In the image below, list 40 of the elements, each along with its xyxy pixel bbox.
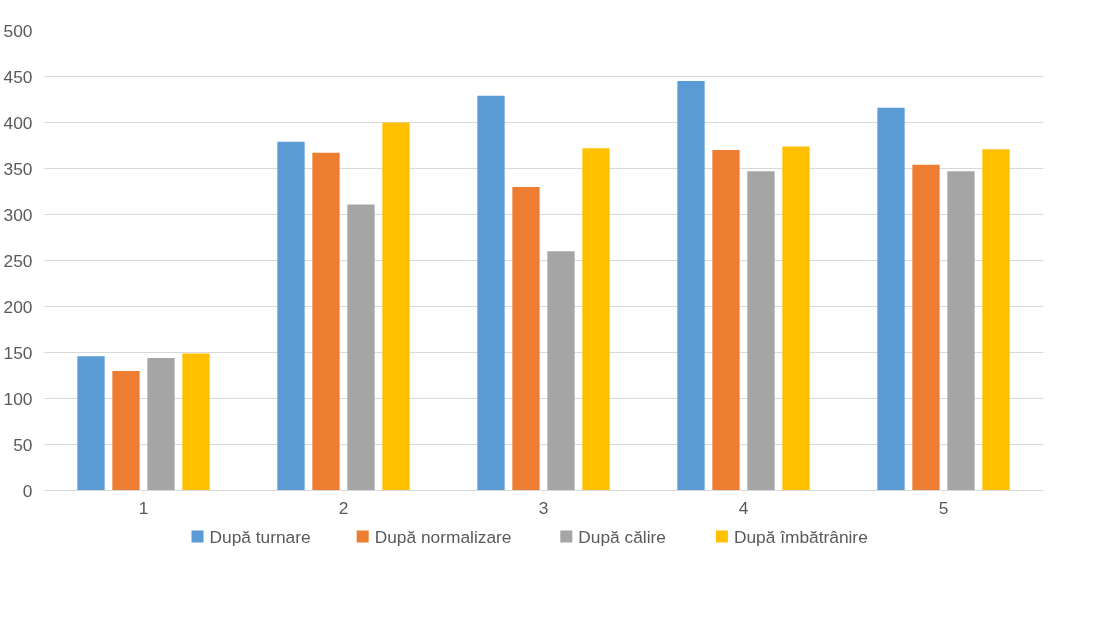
bar bbox=[147, 358, 175, 491]
bar bbox=[712, 150, 740, 491]
legend-label: După normalizare bbox=[374, 526, 512, 547]
bar bbox=[782, 146, 810, 491]
legend-label: După îmbătrânire bbox=[733, 526, 868, 547]
bar bbox=[347, 204, 375, 491]
y-tick-label: 350 bbox=[3, 158, 33, 179]
bar bbox=[547, 251, 575, 491]
y-tick-label: 150 bbox=[3, 342, 33, 363]
bar bbox=[582, 148, 610, 491]
bar bbox=[112, 370, 140, 491]
bar bbox=[947, 171, 975, 491]
bar bbox=[677, 81, 705, 491]
y-tick-label: 100 bbox=[3, 388, 33, 409]
bar bbox=[982, 149, 1010, 491]
y-tick-label: 200 bbox=[3, 296, 33, 317]
bar bbox=[477, 95, 505, 491]
x-tick-label: 3 bbox=[538, 497, 549, 518]
y-tick-label: 250 bbox=[3, 250, 33, 271]
legend-label: După turnare bbox=[209, 526, 311, 547]
bar bbox=[512, 186, 540, 491]
bar bbox=[382, 122, 410, 491]
y-tick-label: 50 bbox=[13, 434, 33, 455]
x-tick-label: 1 bbox=[138, 497, 149, 518]
bar bbox=[77, 356, 105, 491]
y-tick-label: 0 bbox=[22, 480, 33, 501]
x-tick-label: 2 bbox=[338, 497, 349, 518]
bar bbox=[877, 107, 905, 491]
bar bbox=[747, 171, 775, 491]
y-tick-label: 300 bbox=[3, 204, 33, 225]
bar bbox=[912, 164, 940, 491]
y-tick-label: 450 bbox=[3, 66, 33, 87]
legend-label: După călire bbox=[578, 526, 666, 547]
x-tick-label: 5 bbox=[938, 497, 949, 518]
x-tick-label: 4 bbox=[738, 497, 749, 518]
y-tick-label: 400 bbox=[3, 112, 33, 133]
bar bbox=[182, 353, 210, 491]
bar bbox=[312, 152, 340, 491]
bar bbox=[277, 141, 305, 491]
y-tick-label: 500 bbox=[3, 20, 33, 41]
